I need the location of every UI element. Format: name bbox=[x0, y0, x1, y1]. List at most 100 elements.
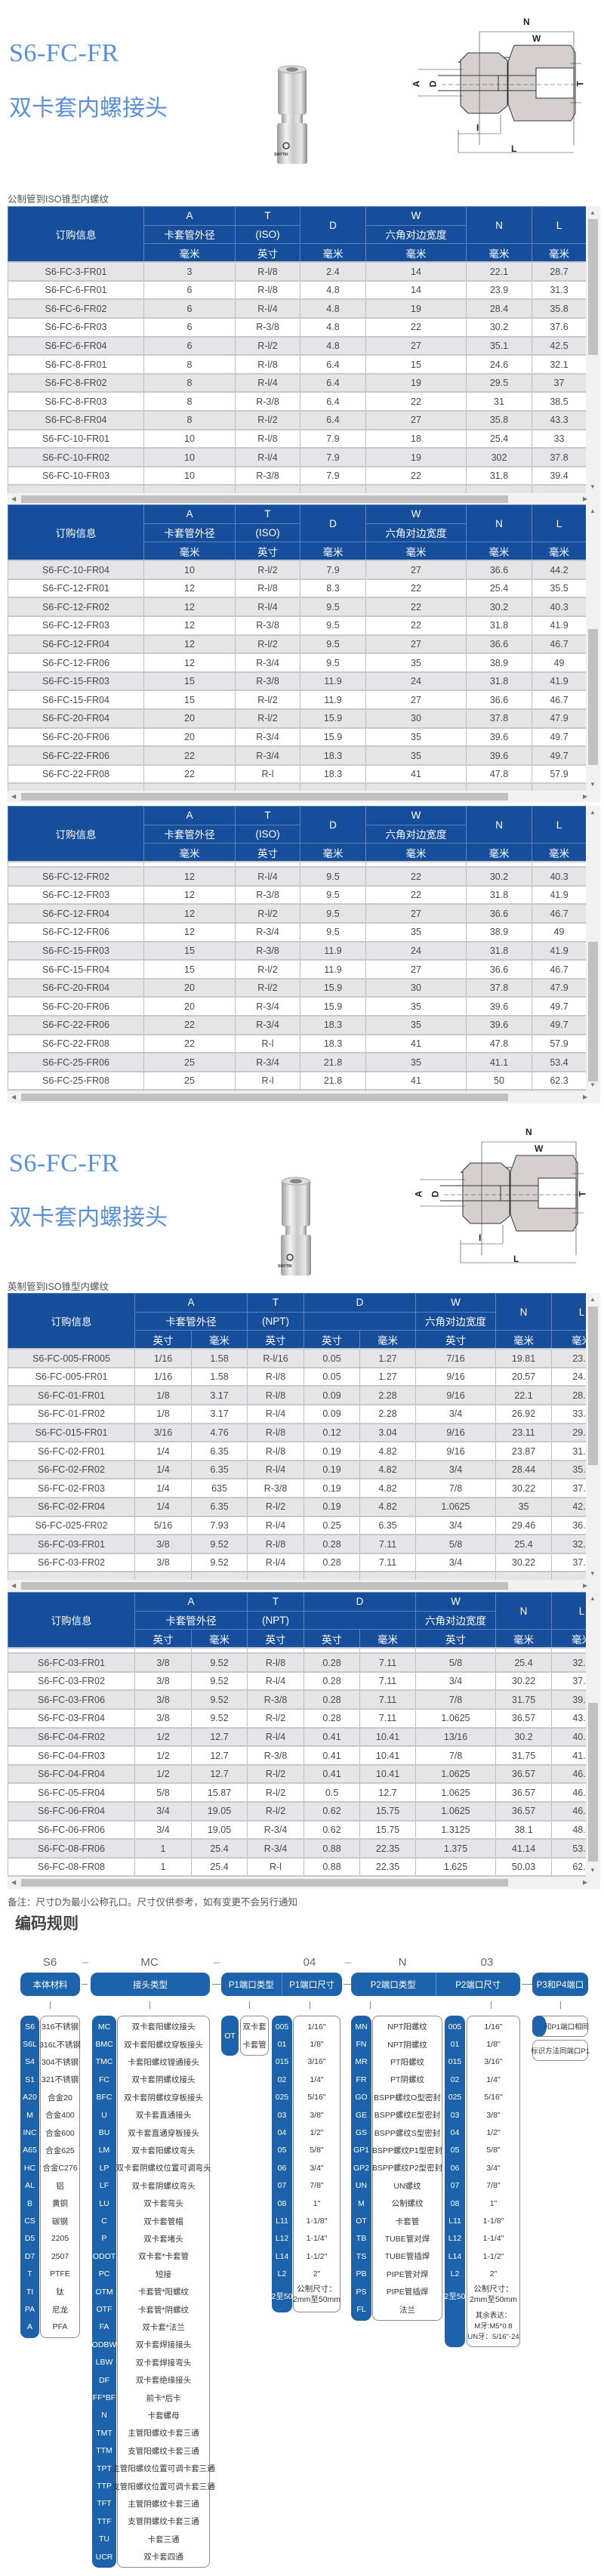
table-row[interactable]: S6-FC-03-FR02 3/8 9.52 R-l/4 0.28 7.11 3/4 30.2… bbox=[8, 1671, 586, 1691]
table-row[interactable]: S6-FC-01-FR01 1/8 3.17 R-l/8 0.09 2.28 9/16 22.… bbox=[8, 1385, 586, 1405]
table-row[interactable]: S6-FC-22-FR08 22 R-l 18.3 41 47.8 57.9 bbox=[8, 1033, 586, 1054]
table-row[interactable]: S6-FC-6-FR03 6 R-3/8 4.8 22 30.2 37.6 bbox=[8, 317, 586, 338]
scroll-up-arrow[interactable]: ▲ bbox=[590, 809, 596, 816]
table-row[interactable]: S6-FC-10-FR03 10 R-3/8 7.9 22 31.8 39.4 bbox=[8, 465, 586, 486]
table-row[interactable]: S6-FC-12-FR06 12 R-3/4 9.5 35 38.9 49 bbox=[8, 652, 586, 673]
scroll-left-arrow[interactable]: ◀ bbox=[11, 1879, 17, 1886]
scrollbar-thumb[interactable] bbox=[588, 942, 598, 1081]
table-row[interactable]: S6-FC-12-FR02 12 R-l/4 9.5 22 30.2 40.3 bbox=[8, 597, 586, 617]
table-row[interactable]: S6-FC-02-FR03 1/4 635 R-3/8 0.19 4.82 7/8 30.22… bbox=[8, 1478, 586, 1498]
table-row[interactable]: S6-FC-8-FR03 8 R-3/8 6.4 22 31 38.5 bbox=[8, 391, 586, 412]
scrollbar-thumb[interactable] bbox=[21, 495, 508, 503]
table-row[interactable]: S6-FC-12-FR03 12 R-3/8 9.5 22 31.8 41.9 bbox=[8, 884, 586, 905]
scrollbar-thumb[interactable] bbox=[588, 629, 598, 765]
scroll-up-arrow[interactable]: ▲ bbox=[590, 209, 596, 216]
table-row[interactable]: S6-FC-03-FR02 3/8 9.52 R-l/4 0.28 7.11 3/4 30.2… bbox=[8, 1552, 586, 1572]
table-row[interactable]: S6-FC-6-FR02 6 R-l/4 4.8 19 28.4 35.8 bbox=[8, 298, 586, 319]
scrollbar-thumb[interactable] bbox=[588, 1703, 598, 1862]
table-row[interactable]: S6-FC-025-FR02 5/16 7.93 R-l/4 0.25 6.35 3/4 29… bbox=[8, 1515, 586, 1535]
scroll-left-arrow[interactable]: ◀ bbox=[11, 1582, 17, 1589]
vertical-scrollbar[interactable]: ▲ ▼ bbox=[586, 806, 600, 1091]
scroll-down-arrow[interactable]: ▼ bbox=[590, 781, 596, 788]
scroll-left-arrow[interactable]: ◀ bbox=[11, 793, 17, 800]
vertical-scrollbar[interactable]: ▲ ▼ bbox=[586, 504, 600, 791]
table-row[interactable]: S6-FC-12-FR04 12 R-l/2 9.5 27 36.6 46.7 bbox=[8, 903, 586, 924]
scroll-up-arrow[interactable]: ▲ bbox=[590, 507, 596, 514]
table-row[interactable]: S6-FC-10-FR02 10 R-l/4 7.9 19 302 37.8 bbox=[8, 447, 586, 467]
table-row[interactable]: S6-FC-10-FR04 10 R-l/2 7.9 27 36.6 44.2 bbox=[8, 560, 586, 580]
scrollbar-thumb[interactable] bbox=[21, 1582, 508, 1590]
table-row[interactable]: S6-FC-06-FR06 3/4 19.05 R-3/4 0.62 15.75 1.312… bbox=[8, 1819, 586, 1840]
table-row[interactable]: S6-FC-15-FR04 15 R-l/2 11.9 27 36.6 46.7 bbox=[8, 959, 586, 979]
horizontal-scrollbar[interactable]: ◀ ▶ bbox=[8, 493, 600, 505]
scrollbar-thumb[interactable] bbox=[588, 1307, 598, 1465]
table-row[interactable]: S6-FC-6-FR01 6 R-l/8 4.8 14 23.9 31.3 bbox=[8, 279, 586, 300]
horizontal-scrollbar[interactable]: ◀ ▶ bbox=[8, 791, 600, 803]
table-row[interactable]: S6-FC-03-FR01 3/8 9.52 R-l/8 0.28 7.11 5/8 25.4… bbox=[8, 1534, 586, 1554]
table-row[interactable]: S6-FC-005-FR005 1/16 1.58 R-l/16 0.05 1.27 7/1… bbox=[8, 1348, 586, 1368]
table-row[interactable]: S6-FC-03-FR01 3/8 9.52 R-l/8 0.28 7.11 5/8 25.4… bbox=[8, 1652, 586, 1673]
vertical-scrollbar[interactable]: ▲ ▼ bbox=[586, 206, 600, 493]
scroll-down-arrow[interactable]: ▼ bbox=[590, 483, 596, 490]
scroll-up-arrow[interactable]: ▲ bbox=[590, 1296, 596, 1303]
horizontal-scrollbar[interactable]: ◀ ▶ bbox=[8, 1580, 600, 1592]
table-row[interactable]: S6-FC-12-FR04 12 R-l/2 9.5 27 36.6 46.7 bbox=[8, 634, 586, 654]
scroll-right-arrow[interactable]: ▶ bbox=[583, 793, 588, 800]
table-row[interactable]: S6-FC-03-FR06 3/8 9.52 R-3/8 0.28 7.11 7/8 31.7… bbox=[8, 1689, 586, 1710]
scrollbar-thumb[interactable] bbox=[21, 1879, 508, 1886]
scroll-down-arrow[interactable]: ▼ bbox=[590, 1570, 596, 1577]
table-row[interactable]: S6-FC-02-FR01 1/4 6.35 R-l/8 0.19 4.82 9/16 23.… bbox=[8, 1441, 586, 1461]
table-row[interactable]: S6-FC-20-FR04 20 R-l/2 15.9 30 37.8 47.9 bbox=[8, 977, 586, 998]
table-row[interactable]: S6-FC-8-FR01 8 R-l/8 6.4 15 24.6 32.1 bbox=[8, 354, 586, 375]
table-row[interactable]: S6-FC-04-FR02 1/2 12.7 R-l/4 0.41 10.41 13/16 3… bbox=[8, 1726, 586, 1747]
table-row[interactable]: S6-FC-6-FR04 6 R-l/2 4.8 27 35.1 42.5 bbox=[8, 335, 586, 356]
table-row[interactable]: S6-FC-01-FR02 1/8 3.17 R-l/4 0.09 2.28 3/4 26.9… bbox=[8, 1404, 586, 1424]
table-row[interactable]: S6-FC-05-FR04 5/8 15.87 R-l/2 0.5 12.7 1.0625 3… bbox=[8, 1782, 586, 1803]
table-row[interactable]: S6-FC-12-FR03 12 R-3/8 9.5 22 31.8 41.9 bbox=[8, 615, 586, 636]
table-row[interactable]: S6-FC-20-FR06 20 R-3/4 15.9 35 39.6 49.7 bbox=[8, 996, 586, 1017]
table-row[interactable]: S6-FC-8-FR04 8 R-l/2 6.4 27 35.8 43.3 bbox=[8, 410, 586, 430]
scroll-left-arrow[interactable]: ◀ bbox=[11, 495, 17, 502]
table-row[interactable]: S6-FC-015-FR01 3/16 4.76 R-l/8 0.12 3.04 9/16 2… bbox=[8, 1422, 586, 1442]
scroll-right-arrow[interactable]: ▶ bbox=[583, 1879, 588, 1886]
table-row[interactable]: S6-FC-08-FR08 1 25.4 R-l 0.88 22.35 1.625 50.03… bbox=[8, 1856, 586, 1877]
table-row[interactable]: S6-FC-10-FR01 10 R-l/8 7.9 18 25.4 33 bbox=[8, 428, 586, 449]
table-row[interactable]: S6-FC-005-FR01 1/16 1.58 R-l/8 0.05 1.27 9/16 2… bbox=[8, 1366, 586, 1387]
scroll-right-arrow[interactable]: ▶ bbox=[583, 1094, 588, 1100]
scroll-left-arrow[interactable]: ◀ bbox=[11, 1094, 17, 1100]
table-row[interactable]: S6-FC-12-FR06 12 R-3/4 9.5 35 38.9 49 bbox=[8, 922, 586, 942]
vertical-scrollbar[interactable]: ▲ ▼ bbox=[586, 1293, 600, 1580]
table-row[interactable]: S6-FC-02-FR02 1/4 6.35 R-l/4 0.19 4.82 3/4 28.4… bbox=[8, 1459, 586, 1479]
table-row[interactable]: S6-FC-20-FR06 20 R-3/4 15.9 35 39.6 49.7 bbox=[8, 727, 586, 747]
scroll-right-arrow[interactable]: ▶ bbox=[583, 1582, 588, 1589]
table-row[interactable]: S6-FC-03-FR04 3/8 9.52 R-l/2 0.28 7.11 1.0625 3… bbox=[8, 1708, 586, 1729]
scroll-right-arrow[interactable]: ▶ bbox=[583, 495, 588, 502]
table-row[interactable]: S6-FC-25-FR08 25 R-l 21.8 41 50 62.3 bbox=[8, 1070, 586, 1091]
table-row[interactable]: S6-FC-25-FR06 25 R-3/4 21.8 35 41.1 53.4 bbox=[8, 1052, 586, 1072]
horizontal-scrollbar[interactable]: ◀ ▶ bbox=[8, 1091, 600, 1103]
table-row[interactable]: S6-FC-20-FR04 20 R-l/2 15.9 30 37.8 47.9 bbox=[8, 708, 586, 729]
table-row[interactable]: S6-FC-15-FR03 15 R-3/8 11.9 24 31.8 41.9 bbox=[8, 940, 586, 961]
scrollbar-thumb[interactable] bbox=[588, 219, 598, 355]
table-row[interactable]: S6-FC-06-FR04 3/4 19.05 R-l/2 0.62 15.75 1.062… bbox=[8, 1801, 586, 1822]
table-row[interactable]: S6-FC-04-FR04 1/2 12.7 R-l/2 0.41 10.41 1.0625… bbox=[8, 1763, 586, 1784]
table-row[interactable]: S6-FC-12-FR01 12 R-l/8 8.3 22 25.4 35.5 bbox=[8, 578, 586, 598]
horizontal-scrollbar[interactable]: ◀ ▶ bbox=[8, 1877, 600, 1889]
vertical-scrollbar[interactable]: ▲ ▼ bbox=[586, 1592, 600, 1877]
table-row[interactable]: S6-FC-12-FR02 12 R-l/4 9.5 22 30.2 40.3 bbox=[8, 866, 586, 887]
scrollbar-thumb[interactable] bbox=[21, 1094, 508, 1101]
table-row[interactable]: S6-FC-22-FR06 22 R-3/4 18.3 35 39.6 49.7 bbox=[8, 745, 586, 766]
scroll-down-arrow[interactable]: ▼ bbox=[590, 1867, 596, 1874]
table-row[interactable]: S6-FC-04-FR03 1/2 12.7 R-3/8 0.41 10.41 7/8 31.… bbox=[8, 1745, 586, 1766]
scroll-down-arrow[interactable]: ▼ bbox=[590, 1081, 596, 1088]
table-row[interactable]: S6-FC-15-FR03 15 R-3/8 11.9 24 31.8 41.9 bbox=[8, 671, 586, 691]
table-row[interactable]: S6-FC-22-FR06 22 R-3/4 18.3 35 39.6 49.7 bbox=[8, 1015, 586, 1035]
table-row[interactable]: S6-FC-22-FR08 22 R-l 18.3 41 47.8 57.9 bbox=[8, 764, 586, 784]
table-row[interactable]: S6-FC-08-FR06 1 25.4 R-3/4 0.88 22.35 1.375 41.… bbox=[8, 1838, 586, 1859]
table-row[interactable]: S6-FC-3-FR01 3 R-l/8 2.4 14 22.1 28.7 bbox=[8, 261, 586, 282]
table-row[interactable]: S6-FC-02-FR04 1/4 6.35 R-l/2 0.19 4.82 1.0625 3… bbox=[8, 1497, 586, 1517]
table-row[interactable]: S6-FC-15-FR04 15 R-l/2 11.9 27 36.6 46.7 bbox=[8, 690, 586, 710]
scroll-up-arrow[interactable]: ▲ bbox=[590, 1595, 596, 1602]
table-row[interactable]: S6-FC-8-FR02 8 R-l/4 6.4 19 29.5 37 bbox=[8, 372, 586, 393]
scrollbar-thumb[interactable] bbox=[21, 793, 508, 801]
